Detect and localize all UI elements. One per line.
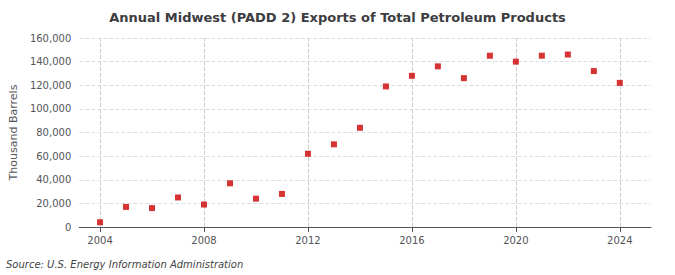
svg-text:2020: 2020 bbox=[503, 235, 528, 246]
svg-text:20,000: 20,000 bbox=[36, 198, 71, 209]
svg-text:80,000: 80,000 bbox=[36, 127, 71, 138]
svg-text:60,000: 60,000 bbox=[36, 151, 71, 162]
svg-text:100,000: 100,000 bbox=[30, 103, 71, 114]
svg-text:140,000: 140,000 bbox=[30, 56, 71, 67]
svg-text:Thousand Barrels: Thousand Barrels bbox=[7, 84, 20, 181]
svg-text:0: 0 bbox=[65, 222, 71, 233]
svg-text:2008: 2008 bbox=[191, 235, 216, 246]
svg-text:160,000: 160,000 bbox=[30, 33, 71, 44]
svg-text:2004: 2004 bbox=[87, 235, 112, 246]
svg-text:120,000: 120,000 bbox=[30, 80, 71, 91]
svg-text:2024: 2024 bbox=[607, 235, 632, 246]
svg-text:40,000: 40,000 bbox=[36, 174, 71, 185]
svg-text:Annual Midwest (PADD 2) Export: Annual Midwest (PADD 2) Exports of Total… bbox=[109, 10, 566, 25]
svg-text:2012: 2012 bbox=[295, 235, 320, 246]
svg-text:2016: 2016 bbox=[399, 235, 424, 246]
svg-text:Source: U.S. Energy Informatio: Source: U.S. Energy Information Administ… bbox=[6, 259, 243, 270]
